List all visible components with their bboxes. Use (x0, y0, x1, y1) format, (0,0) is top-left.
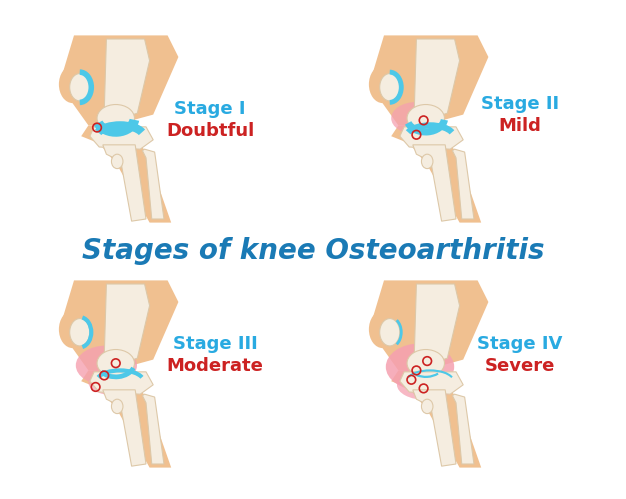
Text: Stage I: Stage I (174, 100, 246, 118)
Text: Doubtful: Doubtful (166, 122, 254, 140)
Polygon shape (413, 390, 456, 466)
Ellipse shape (111, 154, 123, 169)
Ellipse shape (369, 311, 396, 348)
Polygon shape (81, 125, 171, 223)
Ellipse shape (421, 154, 433, 169)
Polygon shape (400, 127, 463, 149)
Ellipse shape (369, 66, 396, 103)
Text: Stage II: Stage II (481, 95, 559, 113)
Polygon shape (103, 145, 146, 221)
Polygon shape (142, 149, 164, 219)
Polygon shape (90, 372, 153, 394)
Polygon shape (414, 284, 459, 367)
Polygon shape (90, 127, 153, 149)
Polygon shape (391, 370, 481, 468)
Ellipse shape (59, 66, 86, 103)
Polygon shape (81, 370, 171, 468)
Ellipse shape (97, 104, 135, 132)
Polygon shape (63, 280, 178, 370)
Polygon shape (413, 145, 456, 221)
Ellipse shape (88, 370, 139, 395)
Polygon shape (373, 35, 488, 125)
Text: Mild: Mild (498, 117, 541, 135)
Ellipse shape (391, 102, 441, 134)
Ellipse shape (421, 399, 433, 414)
Ellipse shape (69, 73, 90, 101)
Polygon shape (103, 390, 146, 466)
Text: Stages of knee Osteoarthritis: Stages of knee Osteoarthritis (82, 237, 544, 265)
Text: Severe: Severe (485, 357, 555, 375)
Polygon shape (63, 35, 178, 125)
Polygon shape (105, 39, 150, 122)
Ellipse shape (111, 399, 123, 414)
Polygon shape (373, 280, 488, 370)
Polygon shape (453, 394, 474, 464)
Ellipse shape (380, 73, 400, 101)
Polygon shape (400, 372, 463, 394)
Polygon shape (414, 39, 459, 122)
Polygon shape (142, 394, 164, 464)
Text: Stage III: Stage III (173, 335, 257, 353)
Ellipse shape (59, 311, 86, 348)
Ellipse shape (397, 370, 454, 400)
Text: Stage IV: Stage IV (477, 335, 563, 353)
Ellipse shape (76, 346, 137, 385)
Ellipse shape (380, 318, 400, 346)
Ellipse shape (97, 349, 135, 377)
Ellipse shape (69, 318, 90, 346)
Text: Moderate: Moderate (167, 357, 264, 375)
Polygon shape (105, 284, 150, 367)
Polygon shape (453, 149, 474, 219)
Ellipse shape (407, 349, 444, 377)
Ellipse shape (386, 343, 454, 390)
Ellipse shape (407, 104, 444, 132)
Polygon shape (391, 125, 481, 223)
